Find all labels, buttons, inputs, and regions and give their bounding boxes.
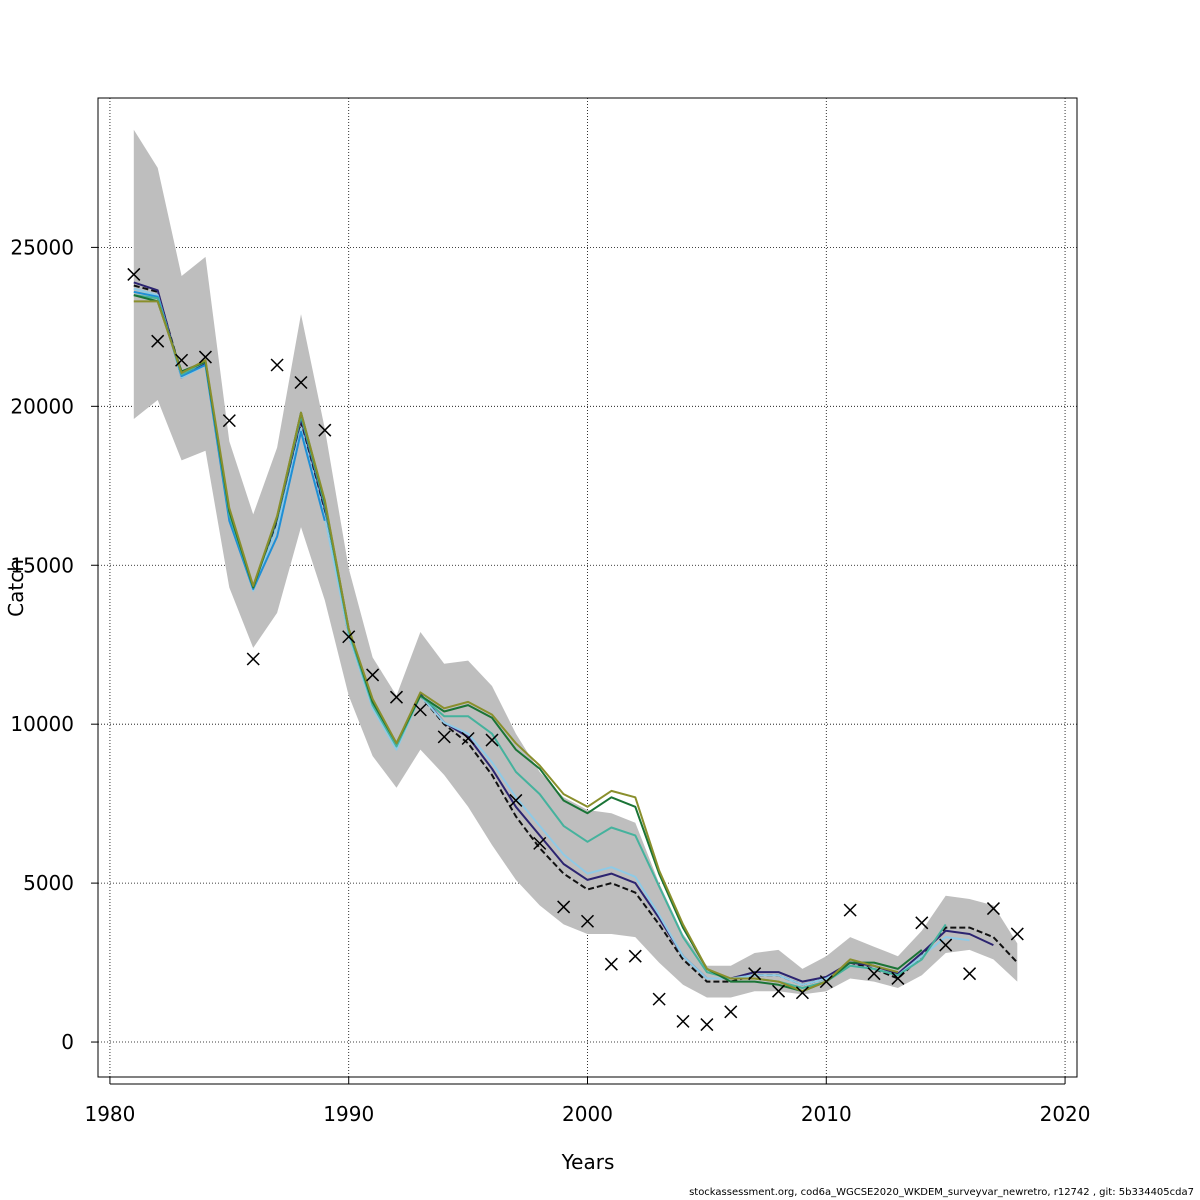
observed-point-stroke [843,903,857,917]
observed-point-stroke [986,902,1000,916]
observed-point [843,903,857,917]
observed-point [676,1014,690,1028]
y-tick-label: 0 [61,1030,74,1054]
y-tick-label: 20000 [10,394,74,418]
observed-point [795,986,809,1000]
observed-point-stroke [270,358,284,372]
observed-point [867,967,881,981]
observed-point [915,916,929,930]
observed-point-stroke [533,836,547,850]
observed-point-stroke [628,949,642,963]
y-tick-label: 10000 [10,712,74,736]
observed-point-stroke [700,1018,714,1032]
y-axis: 0 5000 10000 15000 20000 25000 [10,235,98,1054]
observed-point-stroke [724,1005,738,1019]
observed-point [222,414,236,428]
observed-point-stroke [366,668,380,682]
observed-point-stroke [939,938,953,952]
observed-points [127,267,1024,1032]
observed-point-stroke [580,914,595,928]
observed-point [533,836,547,850]
observed-point [342,630,356,644]
observed-point-stroke [891,971,905,985]
observed-point-stroke [413,703,427,717]
observed-point [461,731,475,746]
observed-point-stroke [1010,927,1024,941]
observed-point-stroke [676,1014,690,1028]
observed-point [389,690,404,704]
confidence-band-area [133,129,1018,998]
y-tick-label: 15000 [10,553,74,577]
observed-point-stroke [509,793,523,807]
observed-point [294,375,308,390]
observed-point [485,733,499,747]
observed-point [437,730,451,744]
observed-point [771,984,786,998]
x-tick-label: 1980 [84,1102,135,1126]
observed-point-stroke [963,967,977,981]
observed-point-stroke [437,730,451,744]
observed-point [246,652,260,666]
observed-point [986,902,1000,916]
observed-point [652,992,666,1006]
observed-point [198,350,212,364]
x-tick-label: 2010 [801,1102,852,1126]
observed-point [963,967,977,981]
observed-point [580,914,595,928]
observed-point [604,957,618,971]
observed-point-stroke [604,957,618,971]
observed-point [1010,927,1024,941]
observed-point [891,971,905,985]
x-axis: 1980 1990 2000 2010 2020 [84,1077,1091,1126]
observed-point-stroke [294,375,308,390]
footer-source-note: stockassessment.org, cod6a_WGCSE2020_WKD… [689,1187,1194,1198]
observed-point [724,1005,738,1019]
observed-point-stroke [795,986,809,1000]
observed-point [628,949,642,963]
observed-point [175,353,189,367]
observed-point [413,703,427,717]
series-line-7 [133,300,899,993]
observed-point [557,900,571,914]
observed-point [270,358,284,372]
observed-point-stroke [819,975,833,989]
observed-point-stroke [557,900,571,914]
observed-point [318,423,332,437]
observed-point [819,975,833,989]
x-tick-label: 1990 [323,1102,374,1126]
observed-point-stroke [246,652,260,666]
observed-point-stroke [461,731,475,746]
x-tick-label: 2000 [562,1102,613,1126]
observed-point [366,668,380,682]
observed-point [151,334,165,348]
observed-point [509,793,523,807]
observed-point-stroke [485,733,499,747]
observed-point-stroke [771,984,786,998]
x-tick-label: 2020 [1040,1102,1091,1126]
observed-point-stroke [175,353,189,367]
observed-point [748,967,762,981]
observed-point-stroke [342,630,356,644]
observed-point-stroke [127,267,141,281]
x-axis-title: Years [561,1150,615,1174]
observed-point-stroke [151,334,165,348]
series-line-3 [133,287,970,986]
y-axis-title: Catch [4,559,28,617]
observed-point-stroke [915,916,929,930]
observed-point-stroke [318,423,332,437]
observed-point-stroke [652,992,666,1006]
observed-point [700,1018,714,1032]
observed-point [127,267,141,281]
observed-point-stroke [389,690,404,704]
series-lines [133,281,1019,993]
y-tick-label: 25000 [10,235,74,259]
confidence-band [133,129,1018,998]
observed-point-stroke [748,967,762,981]
observed-point-stroke [222,414,236,428]
y-tick-label: 5000 [23,871,74,895]
observed-point [939,938,953,952]
observed-point-stroke [867,967,881,981]
observed-point-stroke [198,350,212,364]
